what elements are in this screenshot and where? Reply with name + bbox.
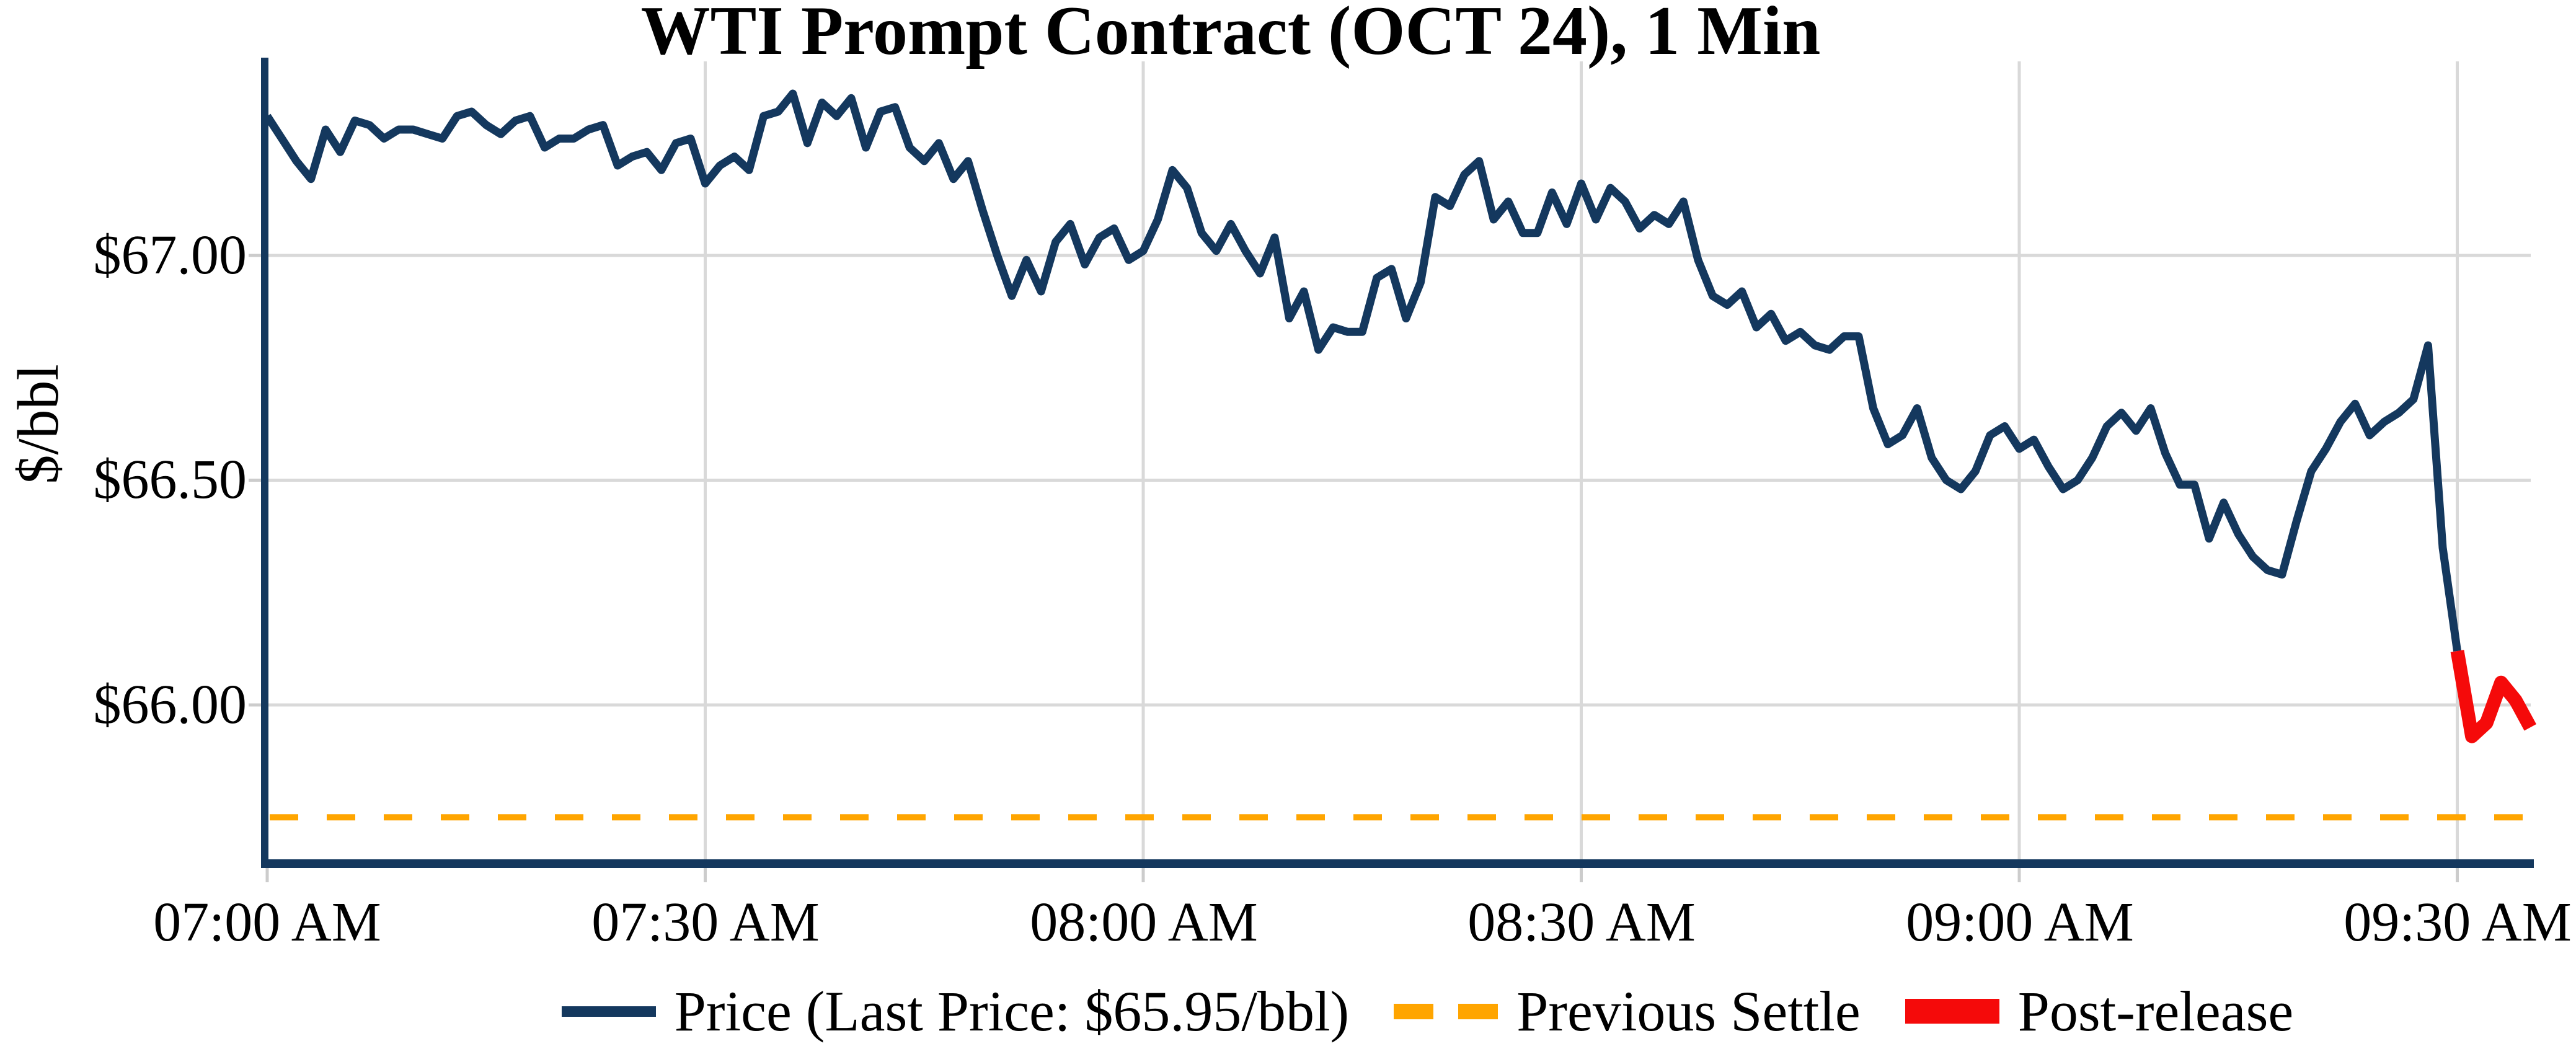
chart-title: WTI Prompt Contract (OCT 24), 1 Min [640,0,1821,69]
post-release-line-swatch-icon [1905,999,1999,1024]
y-tick-66-00: $66.00 [93,674,247,735]
previous-settle-dash-swatch-icon [1394,1003,1498,1019]
price-line-swatch-icon [561,1006,656,1017]
x-tick-0900: 09:00 AM [1906,892,2134,953]
legend-label-previous-settle: Previous Settle [1516,980,1861,1043]
x-tick-0730: 07:30 AM [591,892,820,953]
chart-legend: Price (Last Price: $65.95/bbl) Previous … [0,978,2576,1044]
legend-label-price: Price (Last Price: $65.95/bbl) [674,980,1350,1043]
legend-item-price: Price (Last Price: $65.95/bbl) [561,978,1350,1044]
legend-item-previous-settle: Previous Settle [1394,978,1861,1044]
legend-item-post-release: Post-release [1905,978,2294,1044]
x-tick-0930: 09:30 AM [2344,892,2572,953]
y-tick-67-00: $67.00 [93,224,247,286]
y-tick-66-50: $66.50 [93,449,247,510]
legend-label-post-release: Post-release [2017,980,2294,1043]
x-tick-0800: 08:00 AM [1030,892,1258,953]
x-tick-0830: 08:30 AM [1467,892,1696,953]
x-tick-0700: 07:00 AM [153,892,381,953]
